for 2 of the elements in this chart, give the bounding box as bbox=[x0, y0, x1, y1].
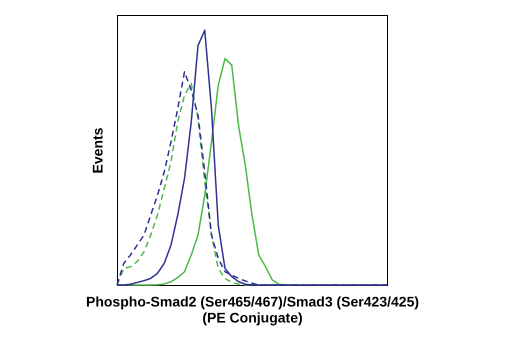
y-axis-title: Events bbox=[90, 127, 106, 174]
x-axis-title: Phospho-Smad2 (Ser465/467)/Smad3 (Ser423/425) (PE Conjugate) bbox=[86, 294, 420, 326]
